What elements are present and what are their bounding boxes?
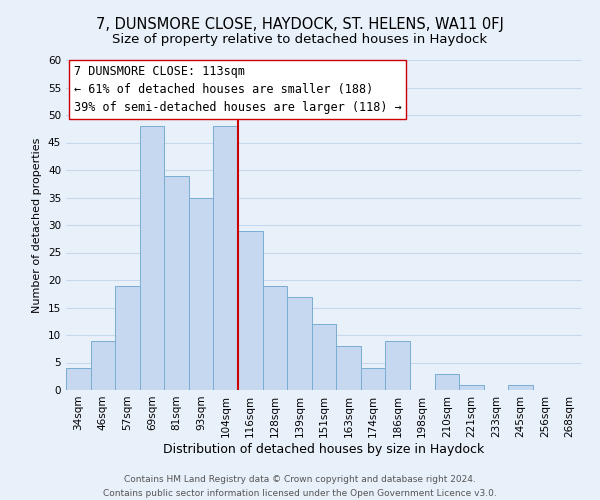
Bar	[508, 384, 533, 390]
X-axis label: Distribution of detached houses by size in Haydock: Distribution of detached houses by size …	[163, 442, 485, 456]
Bar	[459, 384, 484, 390]
Text: 7, DUNSMORE CLOSE, HAYDOCK, ST. HELENS, WA11 0FJ: 7, DUNSMORE CLOSE, HAYDOCK, ST. HELENS, …	[96, 18, 504, 32]
Bar	[312, 324, 336, 390]
Text: 7 DUNSMORE CLOSE: 113sqm
← 61% of detached houses are smaller (188)
39% of semi-: 7 DUNSMORE CLOSE: 113sqm ← 61% of detach…	[74, 65, 401, 114]
Bar	[361, 368, 385, 390]
Bar	[263, 286, 287, 390]
Bar	[115, 286, 140, 390]
Bar	[287, 296, 312, 390]
Y-axis label: Number of detached properties: Number of detached properties	[32, 138, 43, 312]
Bar	[189, 198, 214, 390]
Text: Size of property relative to detached houses in Haydock: Size of property relative to detached ho…	[112, 32, 488, 46]
Bar	[140, 126, 164, 390]
Text: Contains HM Land Registry data © Crown copyright and database right 2024.
Contai: Contains HM Land Registry data © Crown c…	[103, 476, 497, 498]
Bar	[214, 126, 238, 390]
Bar	[238, 230, 263, 390]
Bar	[336, 346, 361, 390]
Bar	[434, 374, 459, 390]
Bar	[385, 340, 410, 390]
Bar	[91, 340, 115, 390]
Bar	[66, 368, 91, 390]
Bar	[164, 176, 189, 390]
